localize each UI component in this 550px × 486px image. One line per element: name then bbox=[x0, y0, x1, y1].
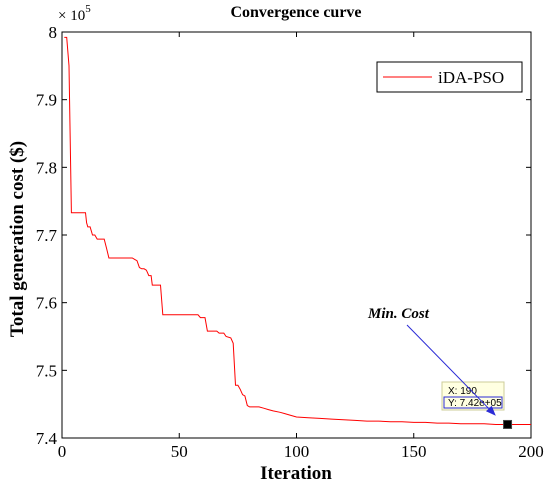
y-tick-label: 7.9 bbox=[36, 91, 57, 110]
datatip-highlight bbox=[443, 396, 503, 409]
y-axis-multiplier: × 105 bbox=[58, 3, 91, 24]
legend-label: iDA-PSO bbox=[438, 68, 504, 87]
y-tick-label: 7.8 bbox=[36, 158, 57, 177]
annotation-arrow bbox=[406, 324, 494, 414]
x-tick-label: 200 bbox=[518, 442, 544, 461]
x-tick-label: 100 bbox=[284, 442, 310, 461]
y-tick-label: 7.6 bbox=[36, 294, 57, 313]
plot-area: 0 50 100 150 200 7.4 7.5 7.6 7.7 7.8 7.9 8 iDA-PSO X:… bbox=[36, 23, 544, 461]
x-tick-label: 150 bbox=[401, 442, 427, 461]
datatip-box bbox=[441, 381, 505, 411]
x-tick-label: 50 bbox=[171, 442, 188, 461]
x-tick-label: 0 bbox=[58, 442, 67, 461]
datatip-y: Y: 7.42e+05 bbox=[448, 398, 502, 409]
y-axis-label: Total generation cost ($) bbox=[7, 141, 28, 337]
datatip-x: X: 190 bbox=[448, 386, 477, 397]
y-tick-label: 7.7 bbox=[36, 226, 58, 245]
annotation-label: Min. Cost bbox=[367, 306, 430, 322]
series-line-ida-pso bbox=[64, 36, 531, 425]
x-axis-label: Iteration bbox=[260, 463, 332, 484]
datatip-marker[interactable] bbox=[503, 419, 513, 429]
y-tick-label: 7.5 bbox=[36, 361, 57, 380]
annotation-arrowhead bbox=[486, 405, 496, 416]
axes-box bbox=[61, 31, 532, 439]
chart-title: Convergence curve bbox=[230, 4, 361, 21]
y-tick-label: 7.4 bbox=[36, 429, 58, 448]
y-tick-label: 8 bbox=[49, 23, 58, 42]
